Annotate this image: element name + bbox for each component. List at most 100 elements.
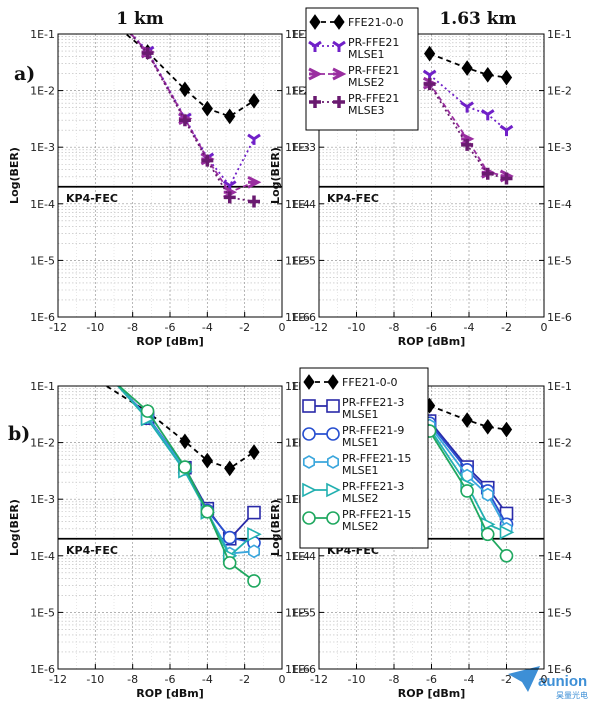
legend-label: FFE21-0-0 [348, 16, 404, 29]
legend-marker [326, 427, 340, 441]
fec-label: KP4-FEC [327, 192, 379, 205]
series-3 [129, 34, 260, 208]
x-tick-label: -10 [348, 673, 366, 686]
x-tick-label: -2 [501, 673, 512, 686]
legend-marker [302, 482, 317, 498]
x-tick-label: 0 [279, 673, 286, 686]
logo-text: aunion [538, 673, 587, 690]
legend-marker [333, 14, 345, 30]
x-tick-label: -8 [389, 673, 400, 686]
y-tick-label-right: 1E-1 [547, 28, 572, 41]
data-point [461, 412, 473, 428]
data-point [248, 544, 260, 559]
y-tick-label-left: 1E-4 [30, 198, 55, 211]
legend-marker [326, 482, 341, 498]
legend-marker [333, 96, 345, 108]
data-point [140, 404, 155, 418]
x-tick-label: -4 [202, 673, 213, 686]
plot-1: KP4-FEC-12 -10 -8 -6 -4 -2 01E-6 1E-61E-5 1E-51E… [269, 28, 572, 348]
data-point [201, 452, 213, 469]
legend-label: PR-FFE21-15 [342, 508, 411, 521]
x-tick-label: -4 [202, 321, 213, 334]
x-tick-label: -12 [310, 321, 328, 334]
series-line [124, 34, 255, 118]
data-point [499, 124, 514, 137]
data-point [222, 556, 237, 570]
legend-label: MLSE1 [342, 408, 379, 421]
legend-label: PR-FFE21 [348, 64, 399, 77]
x-tick-label: -10 [86, 321, 104, 334]
series-5 [117, 386, 261, 588]
legend-label: PR-FFE21-3 [342, 480, 404, 493]
x-tick-label: -10 [86, 673, 104, 686]
data-point [223, 191, 236, 204]
series-3 [423, 78, 513, 185]
y-tick-label-right: 1E-6 [285, 663, 310, 676]
y-tick-label-right: 1E-2 [285, 85, 310, 98]
y-tick-label-right: 1E-6 [547, 311, 572, 324]
x-tick-label: -6 [426, 673, 437, 686]
x-tick-label: -12 [49, 673, 67, 686]
data-point [178, 460, 192, 474]
y-tick-label-right: 1E-5 [285, 254, 310, 267]
series-line [428, 82, 507, 177]
fec-label: KP4-FEC [66, 544, 118, 557]
x-tick-label: 0 [541, 321, 548, 334]
data-point [480, 527, 495, 542]
legend-marker [302, 511, 316, 525]
series-line [428, 430, 508, 557]
legend-marker [302, 399, 316, 413]
plot-3: KP4-FEC-12 -10 -8 -6 -4 -2 01E-6 1E-61E-5 1E-51E… [269, 380, 572, 700]
legend-label: MLSE1 [342, 436, 379, 449]
series-5 [422, 424, 514, 563]
legend-label: MLSE2 [348, 76, 385, 89]
y-axis-label: Log(BER) [269, 147, 282, 204]
series-line [429, 404, 507, 431]
y-tick-label-left: 1E-3 [30, 141, 55, 154]
series-0 [424, 45, 513, 86]
legend-marker [327, 374, 339, 390]
data-point [201, 100, 213, 117]
series-line [428, 420, 508, 515]
legend-label: PR-FFE21-9 [342, 424, 404, 437]
y-tick-label-right: 1E-1 [547, 380, 572, 393]
y-tick-label-left: 1E-5 [291, 606, 316, 619]
x-tick-label: -6 [165, 673, 176, 686]
x-tick-label: -4 [464, 673, 475, 686]
x-axis-label: ROP [dBm] [398, 335, 466, 348]
data-point [499, 548, 514, 563]
y-tick-label-left: 1E-3 [291, 141, 316, 154]
y-tick-label-left: 1E-6 [30, 663, 55, 676]
y-tick-label-left: 1E-3 [30, 493, 55, 506]
legend-marker [308, 40, 322, 52]
legend-label: MLSE1 [342, 464, 379, 477]
data-point [248, 195, 260, 208]
series-line [129, 34, 255, 194]
x-tick-label: -8 [127, 321, 138, 334]
y-tick-label-left: 1E-4 [30, 550, 55, 563]
data-point [179, 81, 191, 98]
data-point [424, 45, 436, 62]
y-tick-label-right: 1E-4 [547, 550, 572, 563]
y-tick-label-left: 1E-2 [30, 85, 55, 98]
x-axis-label: ROP [dBm] [398, 687, 466, 700]
data-point [460, 484, 474, 498]
legend-label: FFE21-0-0 [342, 376, 398, 389]
y-tick-label-right: 1E-4 [547, 198, 572, 211]
x-tick-label: -4 [464, 321, 475, 334]
x-tick-label: -2 [239, 673, 250, 686]
y-tick-label-left: 1E-6 [291, 311, 316, 324]
data-point [500, 69, 513, 86]
series-line [129, 34, 255, 203]
y-tick-label-right: 1E-3 [547, 493, 572, 506]
y-tick-label-right: 1E-3 [547, 141, 572, 154]
panel-label-a: a) [14, 63, 35, 85]
x-tick-label: 0 [541, 673, 548, 686]
data-point [500, 421, 513, 438]
data-point [247, 505, 261, 520]
legend-marker [309, 14, 321, 30]
data-point [141, 47, 154, 60]
x-axis-label: ROP [dBm] [136, 335, 204, 348]
legend-label: MLSE3 [348, 104, 385, 117]
